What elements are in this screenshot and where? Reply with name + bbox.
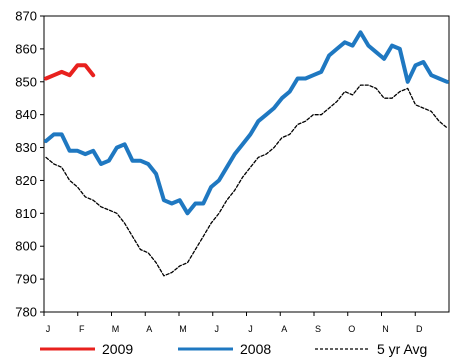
legend-label: 2009: [102, 341, 133, 357]
x-tick-label: J: [248, 324, 253, 334]
x-tick-label: M: [179, 324, 187, 334]
y-tick-label: 840: [15, 107, 37, 122]
series-line-2009: [44, 63, 96, 81]
x-tick-label: F: [79, 324, 85, 334]
x-tick-label: A: [281, 324, 287, 334]
y-tick-label: 810: [15, 206, 37, 221]
series-line-5-yr-avg: [45, 84, 448, 277]
y-tick-label: 820: [15, 173, 37, 188]
y-tick-label: 860: [15, 41, 37, 56]
x-tick-label: S: [315, 324, 321, 334]
legend-label: 2008: [240, 341, 271, 357]
x-tick-label: N: [382, 324, 389, 334]
y-tick-label: 800: [15, 239, 37, 254]
y-axis: 780 790 800 810 820 830 840 850 860 870: [15, 9, 44, 320]
x-tick-label: J: [215, 324, 220, 334]
x-tick-label: D: [416, 324, 423, 334]
y-tick-label: 850: [15, 74, 37, 89]
series-layer: [44, 30, 449, 277]
y-tick-label: 870: [15, 9, 37, 24]
y-tick-label: 780: [15, 305, 37, 320]
x-tick-label: M: [112, 324, 120, 334]
y-tick-label: 830: [15, 140, 37, 155]
legend-label: 5 yr Avg: [377, 341, 427, 357]
x-tick-label: J: [46, 324, 51, 334]
x-tick-label: A: [146, 324, 152, 334]
y-tick-label: 790: [15, 272, 37, 287]
x-tick-label: O: [348, 324, 355, 334]
series-line-2008: [44, 30, 449, 216]
legend: 2009 2008 5 yr Avg: [40, 341, 427, 357]
